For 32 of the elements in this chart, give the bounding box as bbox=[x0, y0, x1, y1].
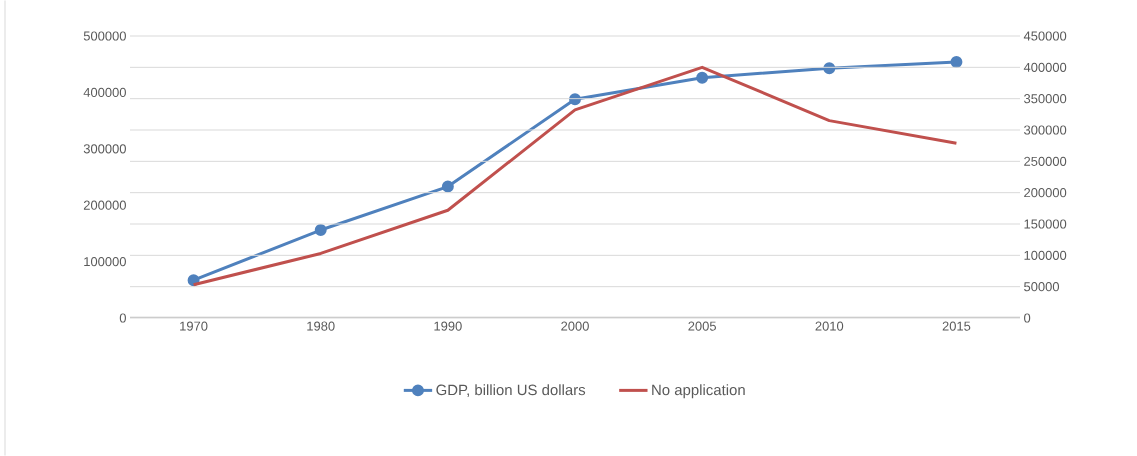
point bbox=[696, 71, 709, 84]
y2-tick-label: 100000 bbox=[1024, 250, 1067, 260]
point bbox=[823, 62, 836, 75]
x-tick-label: 1970 bbox=[180, 321, 208, 331]
y-tick-label: 500000 bbox=[83, 31, 126, 41]
y2-tick-label: 400000 bbox=[1023, 62, 1067, 72]
x-tick-label: 2010 bbox=[815, 321, 844, 331]
legend-label: No application bbox=[652, 384, 745, 399]
y2-tick-label: 450000 bbox=[1023, 31, 1067, 41]
point bbox=[441, 180, 454, 193]
y2-tick-label: 250000 bbox=[1024, 156, 1067, 166]
y-tick-label: 200000 bbox=[83, 200, 126, 210]
y-tick-label: 400000 bbox=[83, 87, 126, 97]
x-tick-label: 1990 bbox=[434, 321, 462, 331]
x-tick-label: 2015 bbox=[942, 321, 971, 331]
y2-tick-label: 0 bbox=[1024, 313, 1031, 323]
point bbox=[314, 224, 327, 236]
y2-tick-label: 200000 bbox=[1024, 188, 1067, 198]
y-tick-label: 100000 bbox=[84, 257, 126, 267]
y2-tick-label: 150000 bbox=[1024, 219, 1067, 229]
x-tick-label: 1980 bbox=[307, 321, 335, 331]
point bbox=[569, 93, 581, 106]
y2-tick-label: 350000 bbox=[1024, 94, 1067, 104]
y-tick-label: 0 bbox=[119, 313, 126, 323]
y-tick-label: 300000 bbox=[83, 144, 126, 154]
x-tick-label: 2005 bbox=[688, 321, 716, 331]
legend-label: GDP, billion US dollars bbox=[436, 384, 586, 397]
point bbox=[950, 55, 963, 68]
y2-tick-label: 300000 bbox=[1024, 125, 1067, 135]
point bbox=[187, 274, 200, 287]
x-tick-label: 2000 bbox=[561, 321, 589, 331]
y2-tick-label: 50000 bbox=[1024, 282, 1060, 292]
